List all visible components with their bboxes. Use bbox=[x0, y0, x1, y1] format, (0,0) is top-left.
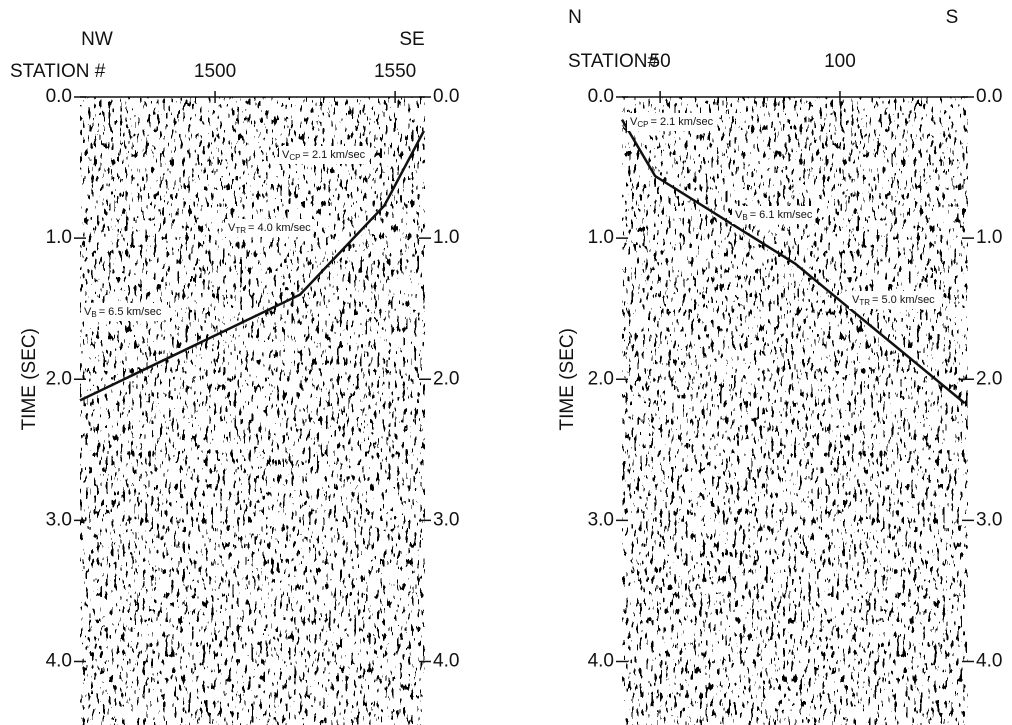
y-tick-label: 4.0 bbox=[976, 651, 1002, 672]
y-tick-label: 2.0 bbox=[46, 368, 72, 389]
annotation-text: = 6.1 km/sec bbox=[750, 209, 813, 221]
y-tick-label: 4.0 bbox=[46, 651, 72, 672]
seismic-traces bbox=[622, 97, 968, 725]
annotation-box bbox=[225, 219, 314, 237]
annotation-subscript: CP bbox=[289, 153, 300, 162]
annotation-box bbox=[732, 206, 816, 224]
annotation: VTR = 4.0 km/sec bbox=[228, 222, 311, 235]
y-tick-label: 1.0 bbox=[46, 227, 72, 248]
direction-label: NW bbox=[81, 29, 113, 50]
annotation: VTR = 5.0 km/sec bbox=[852, 294, 935, 307]
annotation-symbol: V bbox=[852, 294, 860, 306]
y-tick-label: 2.0 bbox=[588, 368, 614, 389]
y-tick-label: 2.0 bbox=[976, 368, 1002, 389]
annotation-symbol: V bbox=[228, 222, 236, 234]
annotation-box bbox=[81, 303, 165, 321]
x-tick-label: 50 bbox=[650, 51, 671, 72]
y-axis-label: TIME (SEC) bbox=[557, 328, 578, 430]
y-tick-label: 0.0 bbox=[976, 86, 1002, 107]
annotation: VB = 6.5 km/sec bbox=[84, 306, 162, 319]
seismic-traces bbox=[80, 97, 425, 725]
annotation-subscript: B bbox=[742, 213, 747, 222]
y-tick-label: 3.0 bbox=[588, 509, 614, 530]
annotation: VCP = 2.1 km/sec bbox=[282, 149, 366, 162]
arrival-line bbox=[620, 118, 966, 405]
y-tick-label: 0.0 bbox=[433, 86, 459, 107]
y-tick-label: 0.0 bbox=[46, 86, 72, 107]
annotation-box bbox=[849, 291, 938, 309]
y-tick-label: 1.0 bbox=[976, 227, 1002, 248]
annotation-box bbox=[279, 146, 369, 164]
annotation-symbol: V bbox=[84, 306, 92, 318]
y-tick-label: 3.0 bbox=[46, 509, 72, 530]
y-axis-label: TIME (SEC) bbox=[19, 328, 40, 430]
annotation-subscript: CP bbox=[637, 120, 648, 129]
y-tick-label: 4.0 bbox=[433, 651, 459, 672]
y-tick-label: 2.0 bbox=[433, 368, 459, 389]
direction-label: SE bbox=[399, 29, 424, 50]
annotation: VB = 6.1 km/sec bbox=[735, 209, 813, 222]
x-tick-label: 1550 bbox=[374, 61, 416, 82]
y-tick-label: 1.0 bbox=[588, 227, 614, 248]
x-tick-label: 1500 bbox=[194, 61, 236, 82]
annotation-subscript: TR bbox=[235, 226, 246, 235]
annotation-text: = 2.1 km/sec bbox=[302, 149, 365, 161]
annotation: VCP = 2.1 km/sec bbox=[630, 116, 714, 129]
y-tick-label: 4.0 bbox=[588, 651, 614, 672]
annotation-text: = 6.5 km/sec bbox=[99, 306, 162, 318]
annotation-symbol: V bbox=[735, 209, 743, 221]
y-tick-label: 3.0 bbox=[976, 509, 1002, 530]
y-tick-label: 3.0 bbox=[433, 509, 459, 530]
annotation-text: = 2.1 km/sec bbox=[650, 116, 713, 128]
annotation-box bbox=[627, 113, 717, 131]
direction-label: S bbox=[946, 7, 959, 28]
annotation-text: = 5.0 km/sec bbox=[872, 294, 935, 306]
annotation-subscript: TR bbox=[859, 298, 870, 307]
annotation-text: = 4.0 km/sec bbox=[248, 222, 311, 234]
annotation-symbol: V bbox=[630, 116, 638, 128]
y-tick-label: 1.0 bbox=[433, 227, 459, 248]
annotation-symbol: V bbox=[282, 149, 290, 161]
direction-label: N bbox=[568, 7, 582, 28]
x-axis-label: STATION# bbox=[568, 51, 659, 72]
annotation-subscript: B bbox=[91, 310, 96, 319]
y-tick-label: 0.0 bbox=[588, 86, 614, 107]
x-tick-label: 100 bbox=[824, 51, 856, 72]
x-axis-label: STATION # bbox=[10, 61, 106, 82]
arrival-line bbox=[79, 130, 426, 402]
